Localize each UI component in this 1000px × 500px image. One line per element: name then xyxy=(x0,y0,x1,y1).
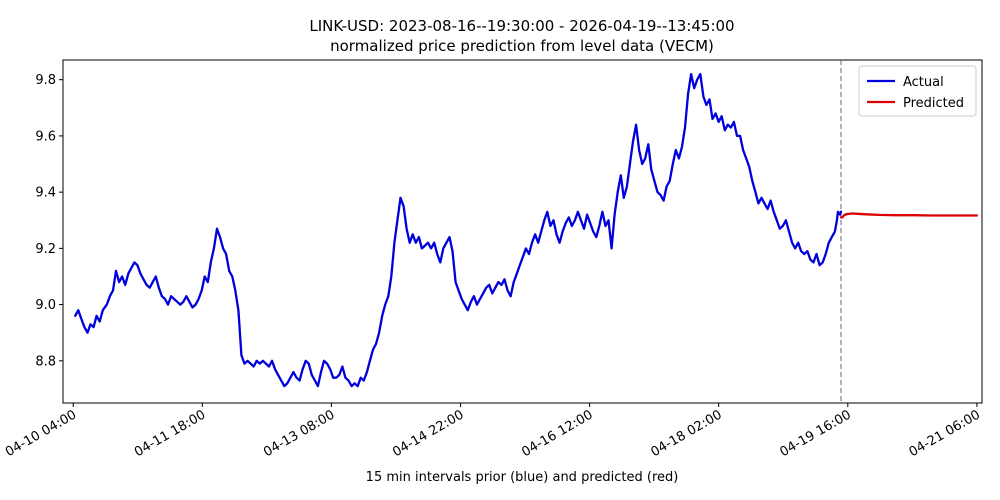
legend-entry-predicted: Predicted xyxy=(903,96,964,111)
plot-frame xyxy=(62,59,983,404)
y-tick-label: 9.0 xyxy=(35,298,56,313)
x-axis-label: 15 min intervals prior (blue) and predic… xyxy=(366,470,679,485)
chart-title: LINK-USD: 2023-08-16--19:30:00 - 2026-04… xyxy=(309,17,734,35)
y-tick-label: 9.4 xyxy=(35,186,56,201)
y-tick-label: 9.6 xyxy=(35,129,56,144)
x-tick-label: 04-21 06:00 xyxy=(907,407,983,460)
x-tick-label: 04-18 02:00 xyxy=(648,407,724,460)
x-tick-label: 04-16 12:00 xyxy=(519,407,595,460)
plot-area: 8.8 9.0 9.2 9.4 9.6 9.8 04-10 04:00 04-11 18:00… xyxy=(3,59,983,460)
x-tick-label: 04-19 16:00 xyxy=(778,407,854,460)
y-tick-label: 9.8 xyxy=(35,73,56,88)
chart-subtitle: normalized price prediction from level d… xyxy=(330,37,714,55)
legend-box xyxy=(858,65,977,117)
series-line-actual xyxy=(74,72,843,388)
x-tick-label: 04-10 04:00 xyxy=(3,407,79,460)
x-tick-label: 04-14 22:00 xyxy=(390,407,466,460)
x-tick-label: 04-11 18:00 xyxy=(132,407,208,460)
legend: Actual Predicted xyxy=(858,65,977,117)
x-tick-label: 04-13 08:00 xyxy=(261,407,337,460)
series-line-predicted xyxy=(839,212,979,219)
legend-entry-actual: Actual xyxy=(903,75,944,90)
y-tick-label: 9.2 xyxy=(35,242,56,257)
y-tick-label: 8.8 xyxy=(35,354,56,369)
